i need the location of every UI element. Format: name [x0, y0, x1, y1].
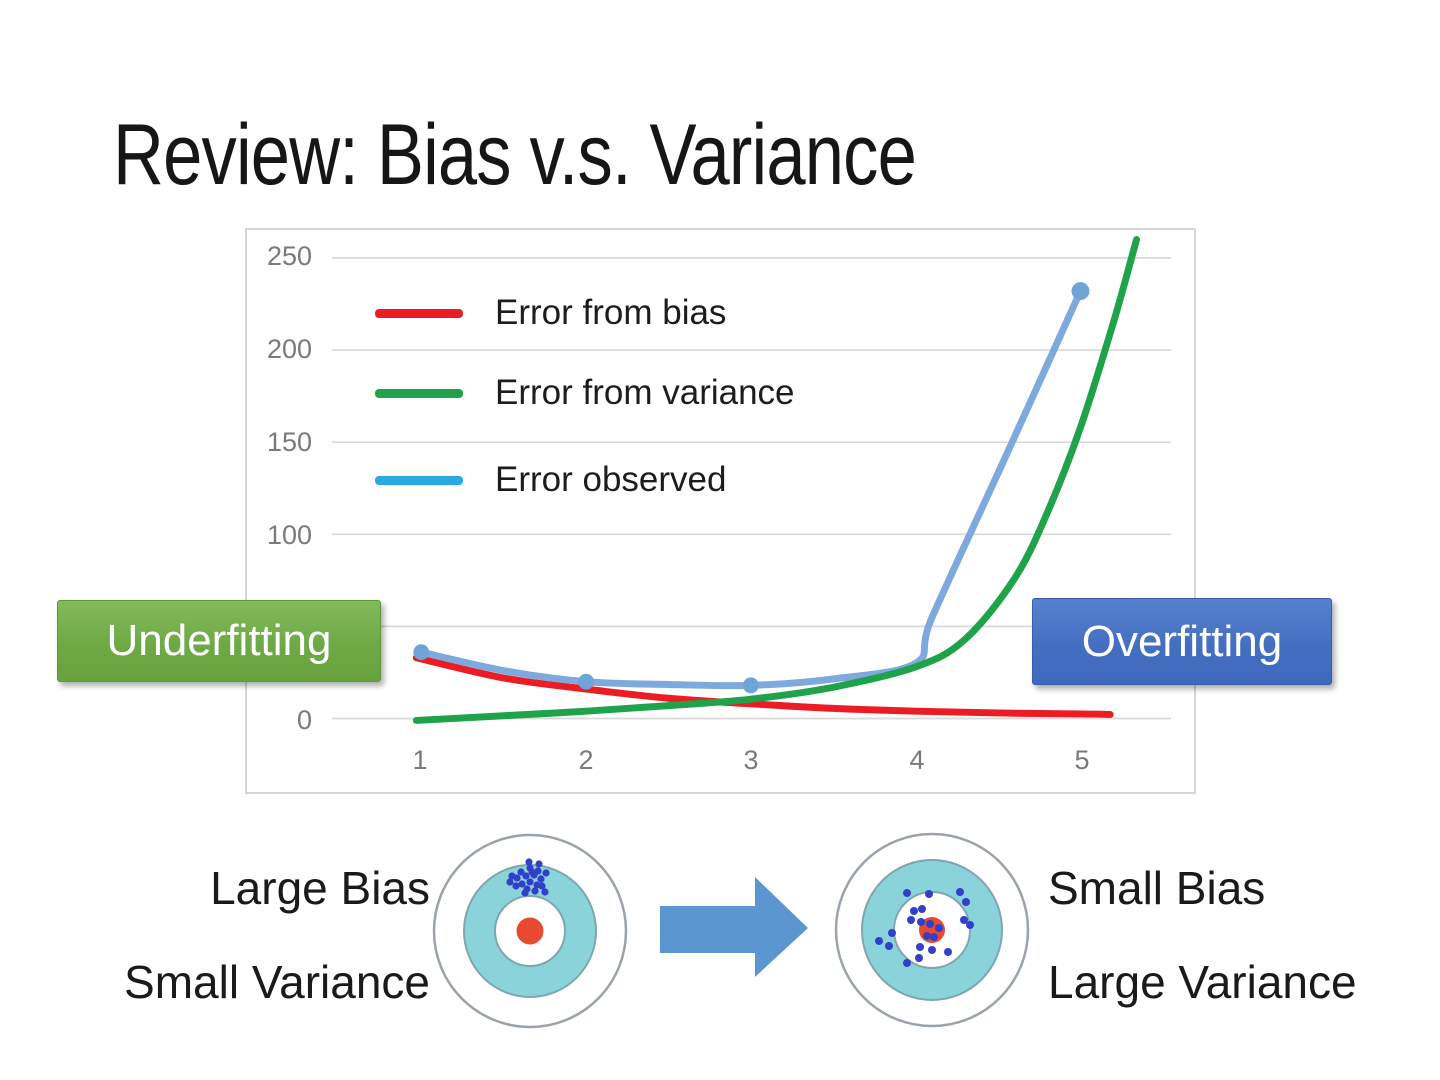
overfitting-label: Overfitting — [1032, 598, 1332, 685]
sample-dot — [935, 924, 943, 932]
sample-dot — [917, 918, 925, 926]
bias-variance-diagram — [432, 832, 1030, 1029]
x-tick-1: 1 — [412, 745, 428, 775]
x-tick-5: 5 — [1074, 745, 1090, 775]
sample-dot — [903, 889, 911, 897]
observed-marker-x2 — [578, 673, 595, 690]
legend-label-bias: Error from bias — [495, 293, 727, 332]
y-tick-0: 0 — [296, 705, 312, 735]
sample-dot — [508, 872, 516, 880]
caption-small-variance: Small Variance — [124, 956, 430, 1008]
sample-dot — [930, 933, 938, 941]
series-line-2 — [417, 287, 1084, 690]
caption-small-bias: Small Bias — [1048, 862, 1266, 914]
sample-dot — [910, 907, 918, 915]
y-tick-150: 150 — [266, 427, 312, 457]
sample-dot — [918, 905, 926, 913]
line-chart — [331, 236, 1172, 724]
sample-dot — [537, 875, 545, 883]
sample-dot — [944, 948, 952, 956]
sample-dot — [528, 868, 536, 876]
target-left — [432, 833, 628, 1029]
sample-dot — [915, 954, 923, 962]
series-line-1 — [412, 236, 1141, 724]
observed-marker-x5 — [1071, 282, 1090, 301]
y-tick-250: 250 — [266, 241, 312, 271]
sample-dot — [518, 880, 526, 888]
series-line-0 — [412, 654, 1114, 718]
legend-swatch-bias-icon — [375, 309, 463, 318]
sample-dot — [903, 959, 911, 967]
target-right — [834, 832, 1030, 1028]
observed-marker-x1 — [413, 644, 430, 661]
legend-swatch-observed-icon — [375, 476, 463, 485]
underfitting-label: Underfitting — [57, 600, 381, 682]
sample-dot — [907, 916, 915, 924]
y-tick-100: 100 — [266, 520, 312, 550]
sample-dot — [916, 943, 924, 951]
observed-marker-x3 — [742, 677, 759, 694]
sample-dot — [923, 932, 931, 940]
right-arrow-icon — [660, 877, 808, 977]
sample-dot — [522, 872, 530, 880]
sample-dot — [956, 888, 964, 896]
sample-dot — [538, 882, 546, 890]
sample-dot — [875, 937, 883, 945]
sample-dot — [928, 946, 936, 954]
x-tick-4: 4 — [909, 745, 925, 775]
x-tick-2: 2 — [578, 745, 594, 775]
x-tick-3: 3 — [743, 745, 759, 775]
sample-dot — [535, 860, 543, 868]
sample-dot — [517, 868, 525, 876]
sample-dot — [525, 858, 533, 866]
sample-dot — [531, 887, 539, 895]
sample-dot — [542, 869, 550, 877]
sample-dot — [526, 878, 534, 886]
sample-dot — [541, 888, 549, 896]
sample-dot — [888, 929, 896, 937]
legend-label-observed: Error observed — [495, 460, 727, 499]
sample-dot — [506, 878, 514, 886]
sample-dot — [521, 889, 529, 897]
chart-panel — [245, 228, 1196, 794]
sample-dot — [962, 898, 970, 906]
sample-dot — [925, 890, 933, 898]
sample-dot — [512, 882, 520, 890]
caption-large-bias: Large Bias — [210, 862, 430, 914]
sample-dot — [885, 942, 893, 950]
slide-title: Review: Bias v.s. Variance — [113, 107, 917, 203]
legend-swatch-variance-icon — [375, 389, 463, 398]
caption-large-variance: Large Variance — [1048, 956, 1357, 1008]
sample-dot — [966, 921, 974, 929]
target-left-bullseye — [516, 917, 544, 945]
sample-dot — [960, 916, 968, 924]
legend-label-variance: Error from variance — [495, 373, 795, 412]
sample-dot — [926, 920, 934, 928]
y-tick-200: 200 — [266, 334, 312, 364]
